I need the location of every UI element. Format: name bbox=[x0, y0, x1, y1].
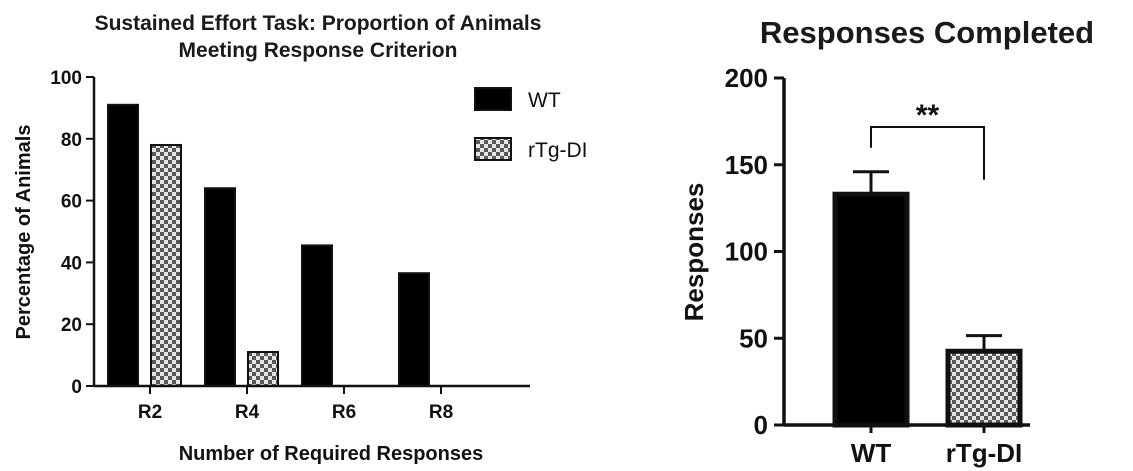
x-tick-label: R6 bbox=[332, 402, 356, 423]
y-tick-label: 0 bbox=[754, 410, 768, 440]
y-tick-label: 50 bbox=[739, 323, 768, 353]
significance-label: ** bbox=[916, 99, 940, 132]
bar-rtg-di bbox=[945, 348, 1023, 428]
x-tick-label: R2 bbox=[138, 402, 162, 423]
legend-label: WT bbox=[528, 89, 561, 112]
significance-bracket bbox=[870, 126, 985, 180]
left-chart-y-axis-label: Percentage of Animals bbox=[13, 125, 35, 340]
bar-wt-r4 bbox=[204, 187, 236, 387]
y-tick-label: 80 bbox=[61, 130, 82, 151]
x-tick-label: rTg-DI bbox=[946, 438, 1023, 468]
x-tick-label: R8 bbox=[429, 402, 453, 423]
left-chart-title-line-2: Meeting Response Criterion bbox=[179, 39, 458, 62]
left-chart: Sustained Effort Task: Proportion of Ani… bbox=[13, 12, 588, 465]
bar-rtg-di-r2 bbox=[150, 143, 182, 387]
bar-wt-r6 bbox=[301, 244, 333, 387]
bar-wt-r8 bbox=[398, 272, 430, 387]
bar-wt bbox=[832, 191, 910, 428]
y-tick-label: 0 bbox=[71, 377, 82, 398]
left-chart-legend: WT rTg-DI bbox=[474, 87, 588, 162]
right-chart-title: Responses Completed bbox=[760, 15, 1094, 50]
left-chart-title-line-1: Sustained Effort Task: Proportion of Ani… bbox=[95, 12, 542, 35]
right-chart: Responses Completed Responses WT rTg-DI 0 5… bbox=[679, 15, 1094, 468]
y-tick-label: 100 bbox=[725, 237, 768, 267]
y-tick-label: 60 bbox=[61, 192, 82, 213]
x-tick-label: R4 bbox=[235, 402, 260, 423]
legend-swatch-wt bbox=[474, 87, 512, 111]
y-tick-label: 20 bbox=[61, 315, 82, 336]
legend-swatch-rtg-di bbox=[474, 137, 512, 161]
x-tick-label: WT bbox=[851, 438, 892, 468]
y-tick-label: 100 bbox=[50, 68, 82, 89]
bar-wt-r2 bbox=[107, 103, 139, 387]
legend-label: rTg-DI bbox=[528, 139, 588, 162]
bar-rtg-di-r4 bbox=[247, 351, 279, 388]
y-tick-label: 40 bbox=[61, 253, 82, 274]
right-chart-y-axis-label: Responses bbox=[679, 183, 709, 322]
y-tick-label: 200 bbox=[725, 63, 768, 93]
y-tick-label: 150 bbox=[725, 150, 768, 180]
left-chart-x-axis-label: Number of Required Responses bbox=[179, 443, 484, 465]
